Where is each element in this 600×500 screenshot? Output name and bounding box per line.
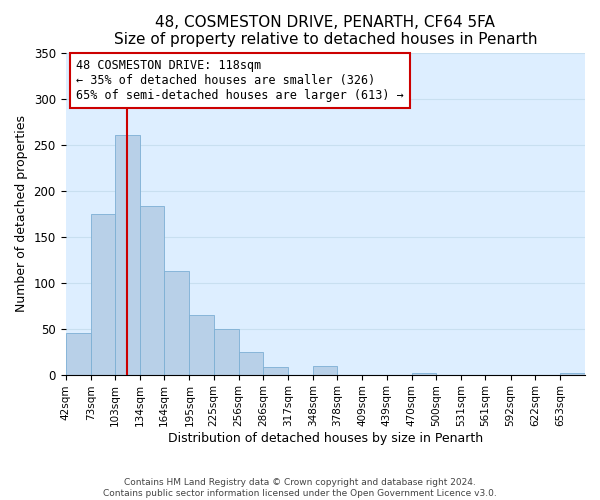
- Bar: [91, 214, 115, 374]
- Text: 48 COSMESTON DRIVE: 118sqm
← 35% of detached houses are smaller (326)
65% of sem: 48 COSMESTON DRIVE: 118sqm ← 35% of deta…: [76, 59, 404, 102]
- Title: 48, COSMESTON DRIVE, PENARTH, CF64 5FA
Size of property relative to detached hou: 48, COSMESTON DRIVE, PENARTH, CF64 5FA S…: [113, 15, 537, 48]
- Bar: [560, 373, 585, 374]
- Bar: [214, 328, 239, 374]
- Bar: [140, 206, 164, 374]
- Bar: [164, 270, 190, 374]
- X-axis label: Distribution of detached houses by size in Penarth: Distribution of detached houses by size …: [168, 432, 483, 445]
- Bar: [190, 315, 214, 374]
- Bar: [412, 373, 436, 374]
- Bar: [115, 136, 140, 374]
- Bar: [313, 366, 337, 374]
- Text: Contains HM Land Registry data © Crown copyright and database right 2024.
Contai: Contains HM Land Registry data © Crown c…: [103, 478, 497, 498]
- Y-axis label: Number of detached properties: Number of detached properties: [15, 115, 28, 312]
- Bar: [263, 367, 288, 374]
- Bar: [239, 352, 263, 374]
- Bar: [65, 333, 91, 374]
